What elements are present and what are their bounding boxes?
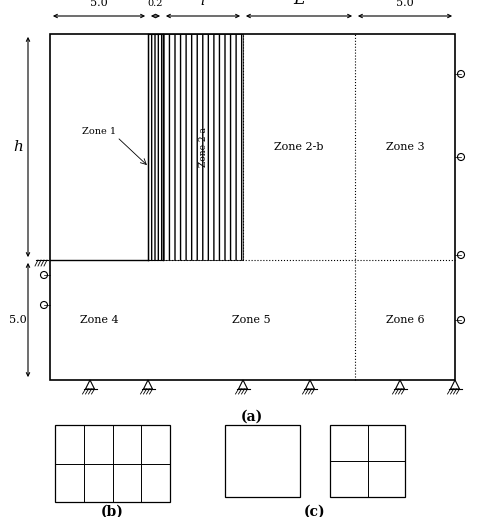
- Text: Zone 6: Zone 6: [386, 315, 424, 325]
- Text: 5.0: 5.0: [396, 0, 414, 8]
- Bar: [163, 34, 243, 260]
- Text: Zone 5: Zone 5: [232, 315, 271, 325]
- Bar: [148, 34, 163, 260]
- Text: 0.2: 0.2: [148, 0, 163, 8]
- Text: l: l: [201, 0, 205, 8]
- Text: h: h: [13, 140, 23, 154]
- Text: 5.0: 5.0: [90, 0, 108, 8]
- Text: L: L: [294, 0, 304, 8]
- Text: Zone 3: Zone 3: [386, 142, 424, 152]
- Text: (b): (b): [101, 505, 124, 517]
- Text: Zone 2-b: Zone 2-b: [274, 142, 324, 152]
- Text: (c): (c): [304, 505, 326, 517]
- Text: Zone 1: Zone 1: [82, 128, 116, 136]
- Text: Zone 2-a: Zone 2-a: [198, 127, 207, 167]
- Bar: [50, 34, 455, 380]
- Bar: [55, 425, 170, 502]
- Text: (a): (a): [241, 410, 263, 424]
- Text: 5.0: 5.0: [9, 315, 27, 325]
- Text: Zone 4: Zone 4: [80, 315, 118, 325]
- Bar: [330, 425, 405, 497]
- Bar: [225, 425, 300, 497]
